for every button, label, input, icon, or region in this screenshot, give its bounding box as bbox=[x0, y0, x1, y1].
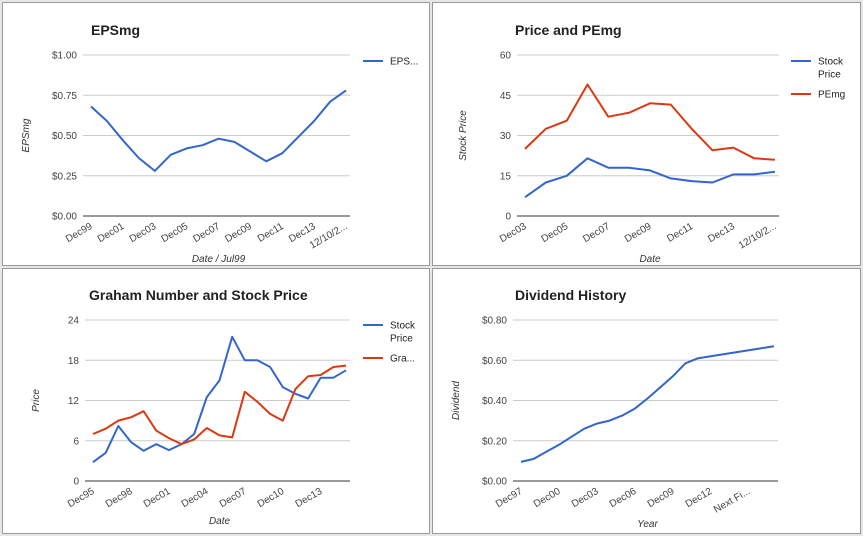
chart1-x-tick-label: Dec11 bbox=[665, 221, 695, 245]
chart1-x-tick-label: Dec05 bbox=[540, 221, 571, 245]
chart1-x-axis-label: Date bbox=[639, 254, 661, 265]
chart3-x-tick-label: Next Fi... bbox=[712, 486, 752, 516]
chart0-y-tick-label: $0.00 bbox=[52, 212, 77, 223]
chart0-y-tick-label: $0.25 bbox=[52, 171, 77, 182]
chart0-y-tick-label: $0.75 bbox=[52, 91, 77, 102]
chart0-x-axis-label: Date / Jul99 bbox=[192, 254, 246, 265]
chart2-x-tick-label: Dec98 bbox=[104, 486, 135, 510]
chart1-x-tick-label: Dec03 bbox=[498, 221, 529, 245]
chart1-y-axis-label: Stock Price bbox=[458, 110, 469, 161]
chart1-title: Price and PEmg bbox=[515, 22, 622, 38]
chart0-x-tick-label: Dec05 bbox=[160, 221, 191, 245]
chart2-x-tick-label: Dec01 bbox=[142, 486, 173, 510]
chart0-legend-label-0: EPS... bbox=[390, 57, 418, 68]
chart3-y-tick-label: $0.40 bbox=[482, 396, 507, 407]
chart0-x-tick-label: Dec99 bbox=[64, 221, 95, 245]
chart1-y-tick-label: 0 bbox=[505, 212, 511, 223]
chart-panel-dividend: Dividend History $0.00 $0.20 $0.40 $0.60 $0.8… bbox=[432, 268, 861, 534]
chart1-x-tick-label: Dec09 bbox=[623, 221, 654, 245]
chart-panel-graham: Graham Number and Stock Price 0 6 12 18 24 Dec… bbox=[2, 268, 430, 534]
chart2-y-axis-label: Price bbox=[31, 389, 42, 412]
chart-panel-epsmg: EPSmg $0.00 $0.25 $0.50 $0.75 $1.00 Dec99 Dec01… bbox=[2, 2, 430, 266]
chart3-x-tick-label: Dec03 bbox=[570, 486, 601, 510]
chart1-series-line-0 bbox=[524, 157, 776, 199]
chart2-x-tick-label: Dec04 bbox=[180, 486, 211, 510]
chart3-y-tick-label: $0.60 bbox=[482, 356, 507, 367]
chart0-y-tick-label: $1.00 bbox=[52, 51, 77, 62]
chart1-legend-label-0: Price bbox=[818, 70, 841, 81]
chart2-legend-label-0: Stock bbox=[390, 321, 416, 332]
chart1-x-tick-label: 12/10/2... bbox=[737, 221, 779, 251]
chart3-y-axis-label: Dividend bbox=[451, 381, 462, 420]
chart3-x-tick-label: Dec09 bbox=[646, 486, 677, 510]
chart1-y-tick-label: 15 bbox=[500, 171, 512, 182]
chart2-x-axis-label: Date bbox=[209, 516, 231, 527]
chart2-y-tick-label: 24 bbox=[68, 316, 80, 327]
chart1-y-tick-label: 30 bbox=[500, 131, 512, 142]
chart3-y-tick-label: $0.00 bbox=[482, 477, 507, 488]
chart0-title: EPSmg bbox=[91, 22, 140, 38]
chart0-series-line-0 bbox=[90, 89, 347, 172]
chart2-series-line-0 bbox=[92, 335, 347, 464]
chart0-y-axis-label: EPSmg bbox=[21, 118, 32, 152]
chart-graham-number: Graham Number and Stock Price 0 6 12 18 24 Dec… bbox=[31, 287, 416, 527]
chart0-x-tick-label: Dec09 bbox=[223, 221, 254, 245]
chart3-x-tick-label: Dec12 bbox=[684, 486, 715, 510]
chart2-title: Graham Number and Stock Price bbox=[89, 287, 308, 303]
chart3-x-tick-label: Dec00 bbox=[532, 486, 563, 510]
chart2-x-tick-label: Dec95 bbox=[66, 486, 97, 510]
chart0-x-tick-label: Dec03 bbox=[128, 221, 159, 245]
chart-dividend-history: Dividend History $0.00 $0.20 $0.40 $0.60 $0.8… bbox=[451, 287, 778, 530]
chart-price-pemg: Price and PEmg 0 15 30 45 60 Dec03 Dec05 Dec07 De… bbox=[458, 22, 845, 265]
chart3-title: Dividend History bbox=[515, 287, 626, 303]
chart3-x-tick-label: Dec97 bbox=[494, 486, 525, 510]
chart2-x-tick-label: Dec10 bbox=[256, 486, 287, 510]
chart3-y-tick-label: $0.20 bbox=[482, 436, 507, 447]
chart2-x-tick-label: Dec13 bbox=[294, 486, 325, 510]
chart3-series-line-0 bbox=[520, 345, 775, 463]
chart0-x-tick-label: Dec11 bbox=[256, 221, 286, 245]
chart2-y-tick-label: 0 bbox=[73, 477, 79, 488]
chart1-legend-label-1: PEmg bbox=[818, 90, 845, 101]
chart1-x-tick-label: Dec13 bbox=[706, 221, 737, 245]
chart1-legend-label-0: Stock bbox=[818, 57, 844, 68]
chart1-series-line-1 bbox=[524, 83, 776, 161]
chart0-x-tick-label: Dec01 bbox=[96, 221, 127, 245]
chart2-series-line-1 bbox=[92, 364, 347, 446]
chart2-x-tick-label: Dec07 bbox=[218, 486, 249, 510]
chart3-x-tick-label: Dec06 bbox=[608, 486, 639, 510]
chart3-y-tick-label: $0.80 bbox=[482, 316, 507, 327]
chart2-y-tick-label: 18 bbox=[68, 356, 80, 367]
chart3-x-axis-label: Year bbox=[637, 519, 658, 530]
chart2-y-tick-label: 6 bbox=[73, 436, 79, 447]
chart1-x-tick-label: Dec07 bbox=[581, 221, 612, 245]
chart2-legend-label-1: Gra... bbox=[390, 354, 415, 365]
chart1-y-tick-label: 60 bbox=[500, 51, 512, 62]
chart-epsmg: EPSmg $0.00 $0.25 $0.50 $0.75 $1.00 Dec99 Dec01… bbox=[21, 22, 418, 265]
chart1-y-tick-label: 45 bbox=[500, 91, 512, 102]
chart2-legend-label-0: Price bbox=[390, 334, 413, 345]
chart-panel-price-pemg: Price and PEmg 0 15 30 45 60 Dec03 Dec05 Dec07 De… bbox=[432, 2, 861, 266]
chart0-y-tick-label: $0.50 bbox=[52, 131, 77, 142]
chart0-x-tick-label: Dec07 bbox=[191, 221, 222, 245]
chart2-y-tick-label: 12 bbox=[68, 396, 80, 407]
